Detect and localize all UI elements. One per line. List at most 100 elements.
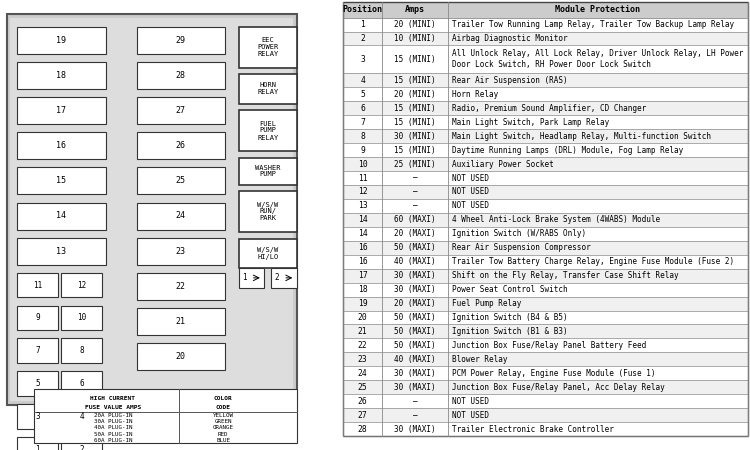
Text: 5: 5 — [35, 379, 40, 388]
FancyBboxPatch shape — [136, 62, 225, 89]
Text: 27: 27 — [176, 106, 186, 115]
Text: 16: 16 — [56, 141, 67, 150]
Text: FUEL
PUMP
RELAY: FUEL PUMP RELAY — [257, 121, 278, 140]
Text: 16: 16 — [358, 257, 368, 266]
Text: Fuel Pump Relay: Fuel Pump Relay — [452, 299, 521, 308]
Text: 4 Wheel Anti-Lock Brake System (4WABS) Module: 4 Wheel Anti-Lock Brake System (4WABS) M… — [452, 216, 660, 225]
Text: 60 (MAXI): 60 (MAXI) — [394, 216, 436, 225]
FancyBboxPatch shape — [344, 18, 748, 32]
FancyBboxPatch shape — [238, 74, 297, 104]
Text: 11: 11 — [33, 281, 42, 290]
Text: 25: 25 — [176, 176, 186, 185]
Text: 50 (MAXI): 50 (MAXI) — [394, 327, 436, 336]
Text: 10 (MINI): 10 (MINI) — [394, 34, 436, 43]
Text: 24: 24 — [358, 369, 368, 378]
Text: 30 (MAXI): 30 (MAXI) — [394, 383, 436, 392]
Text: Ignition Switch (B1 & B3): Ignition Switch (B1 & B3) — [452, 327, 567, 336]
Text: 6: 6 — [80, 379, 84, 388]
FancyBboxPatch shape — [17, 273, 58, 297]
Text: 17: 17 — [358, 271, 368, 280]
Text: 13: 13 — [358, 202, 368, 211]
FancyBboxPatch shape — [344, 310, 748, 324]
Text: 23: 23 — [176, 247, 186, 256]
Text: Radio, Premium Sound Amplifier, CD Changer: Radio, Premium Sound Amplifier, CD Chang… — [452, 104, 646, 113]
Text: –: – — [413, 202, 417, 211]
Text: 20 (MINI): 20 (MINI) — [394, 90, 436, 99]
Text: 30 (MAXI): 30 (MAXI) — [394, 425, 436, 434]
Text: 30 (MAXI): 30 (MAXI) — [394, 369, 436, 378]
Text: 15 (MINI): 15 (MINI) — [394, 104, 436, 113]
FancyBboxPatch shape — [7, 14, 297, 405]
FancyBboxPatch shape — [238, 158, 297, 184]
FancyBboxPatch shape — [62, 273, 102, 297]
Text: YELLOW: YELLOW — [213, 413, 234, 418]
FancyBboxPatch shape — [17, 238, 106, 265]
Text: –: – — [413, 411, 417, 420]
Text: Main Light Switch, Park Lamp Relay: Main Light Switch, Park Lamp Relay — [452, 118, 609, 127]
FancyBboxPatch shape — [136, 27, 225, 54]
FancyBboxPatch shape — [344, 199, 748, 213]
Text: Trailer Tow Battery Charge Relay, Engine Fuse Module (Fuse 2): Trailer Tow Battery Charge Relay, Engine… — [452, 257, 734, 266]
Text: EEC
POWER
RELAY: EEC POWER RELAY — [257, 37, 278, 57]
Text: CODE: CODE — [216, 405, 231, 410]
FancyBboxPatch shape — [344, 185, 748, 199]
FancyBboxPatch shape — [238, 27, 297, 68]
FancyBboxPatch shape — [344, 213, 748, 227]
Text: Ignition Switch (W/RABS Only): Ignition Switch (W/RABS Only) — [452, 230, 586, 238]
FancyBboxPatch shape — [17, 437, 58, 450]
Text: Rear Air Suspension (RAS): Rear Air Suspension (RAS) — [452, 76, 567, 85]
Text: 14: 14 — [56, 212, 67, 220]
Text: 3: 3 — [360, 55, 365, 64]
Text: FUSE VALUE AMPS: FUSE VALUE AMPS — [85, 405, 141, 410]
Text: NOT USED: NOT USED — [452, 397, 488, 406]
Text: 24: 24 — [176, 212, 186, 220]
Text: 28: 28 — [176, 71, 186, 80]
Text: 15: 15 — [56, 176, 67, 185]
FancyBboxPatch shape — [62, 437, 102, 450]
Text: 20 (MAXI): 20 (MAXI) — [394, 299, 436, 308]
Text: 4: 4 — [360, 76, 365, 85]
FancyBboxPatch shape — [17, 371, 58, 396]
Text: PCM Power Relay, Engine Fuse Module (Fuse 1): PCM Power Relay, Engine Fuse Module (Fus… — [452, 369, 655, 378]
Text: Horn Relay: Horn Relay — [452, 90, 498, 99]
Text: –: – — [413, 174, 417, 183]
FancyBboxPatch shape — [238, 110, 297, 151]
FancyBboxPatch shape — [344, 227, 748, 241]
FancyBboxPatch shape — [344, 73, 748, 87]
FancyBboxPatch shape — [17, 97, 106, 124]
Text: 21: 21 — [176, 317, 186, 326]
FancyBboxPatch shape — [344, 241, 748, 255]
FancyBboxPatch shape — [136, 167, 225, 194]
Text: 12: 12 — [358, 188, 368, 197]
Text: 18: 18 — [56, 71, 67, 80]
Text: 20: 20 — [358, 313, 368, 322]
Text: 23: 23 — [358, 355, 368, 364]
Text: Position: Position — [343, 5, 382, 14]
Text: NOT USED: NOT USED — [452, 202, 488, 211]
Text: 15 (MINI): 15 (MINI) — [394, 118, 436, 127]
FancyBboxPatch shape — [34, 389, 297, 443]
Text: 1: 1 — [360, 20, 365, 29]
Text: 2: 2 — [274, 273, 279, 283]
FancyBboxPatch shape — [17, 338, 58, 363]
Text: Trailer Tow Running Lamp Relay, Trailer Tow Backup Lamp Relay: Trailer Tow Running Lamp Relay, Trailer … — [452, 20, 734, 29]
Text: 26: 26 — [176, 141, 186, 150]
Text: 17: 17 — [56, 106, 67, 115]
FancyBboxPatch shape — [344, 143, 748, 157]
Text: 50 (MAXI): 50 (MAXI) — [394, 313, 436, 322]
FancyBboxPatch shape — [272, 268, 297, 288]
FancyBboxPatch shape — [136, 238, 225, 265]
FancyBboxPatch shape — [344, 101, 748, 115]
FancyBboxPatch shape — [136, 343, 225, 370]
FancyBboxPatch shape — [62, 338, 102, 363]
Text: 15 (MINI): 15 (MINI) — [394, 146, 436, 155]
Text: RED: RED — [218, 432, 229, 436]
Text: 15 (MINI): 15 (MINI) — [394, 76, 436, 85]
FancyBboxPatch shape — [344, 408, 748, 422]
FancyBboxPatch shape — [344, 87, 748, 101]
Text: 22: 22 — [176, 282, 186, 291]
FancyBboxPatch shape — [344, 255, 748, 269]
Text: 2: 2 — [360, 34, 365, 43]
Text: 29: 29 — [176, 36, 186, 45]
FancyBboxPatch shape — [17, 202, 106, 230]
